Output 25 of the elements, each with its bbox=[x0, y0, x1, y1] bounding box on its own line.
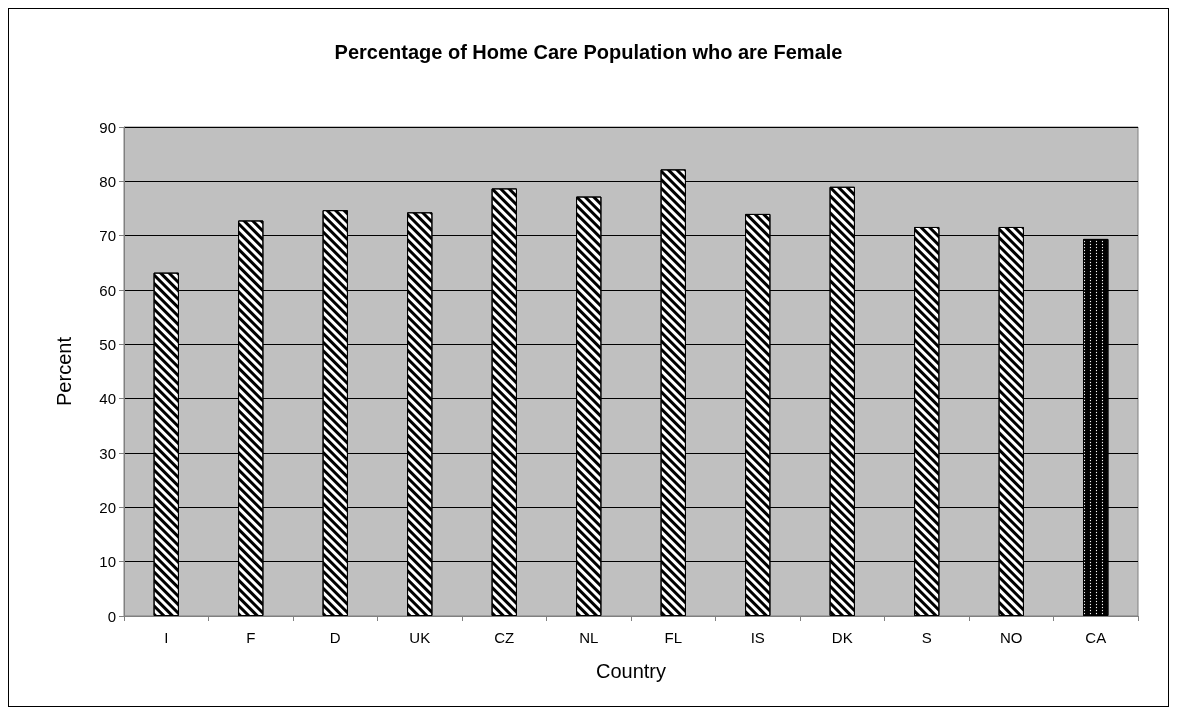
x-tick-label: F bbox=[246, 629, 256, 646]
x-tick-label: NL bbox=[579, 629, 599, 646]
y-tick-label: 30 bbox=[99, 444, 116, 462]
x-tick-label: UK bbox=[409, 629, 431, 646]
x-tick-label: NO bbox=[1000, 629, 1023, 646]
y-tick-label: 90 bbox=[99, 118, 116, 136]
y-tick-label: 50 bbox=[99, 335, 116, 353]
chart-title: Percentage of Home Care Population who are Female bbox=[334, 41, 843, 63]
y-tick-label: 60 bbox=[99, 281, 116, 299]
x-tick-label: D bbox=[329, 629, 341, 646]
y-axis-title: Percent bbox=[53, 336, 75, 406]
y-tick-label: 10 bbox=[99, 553, 116, 571]
x-tick-label: I bbox=[164, 629, 169, 646]
x-tick-label: DK bbox=[831, 629, 853, 646]
y-tick-label: 20 bbox=[99, 498, 116, 516]
x-tick-label: FL bbox=[664, 629, 683, 646]
y-tick-label: 0 bbox=[107, 607, 116, 625]
y-tick-label: 40 bbox=[99, 390, 116, 408]
x-axis-title: Country bbox=[595, 660, 667, 682]
x-tick-label: CA bbox=[1085, 629, 1107, 646]
x-tick-label: S bbox=[921, 629, 932, 646]
x-tick-label: CZ bbox=[494, 629, 515, 646]
x-tick-label: IS bbox=[750, 629, 765, 646]
y-tick-label: 80 bbox=[99, 172, 116, 190]
y-tick-label: 70 bbox=[99, 227, 116, 245]
